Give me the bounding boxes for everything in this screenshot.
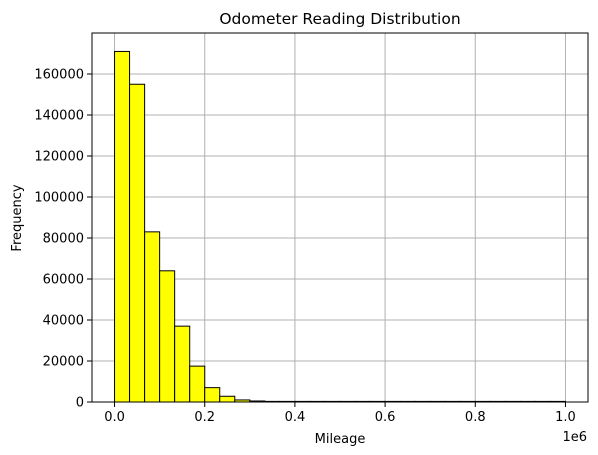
histogram-bar — [144, 231, 161, 403]
y-tick-label: 160000 — [34, 68, 84, 83]
histogram-bars — [114, 50, 566, 403]
histogram-bar — [159, 270, 176, 403]
x-tick-label: 0.8 — [465, 410, 486, 425]
y-tick-label: 120000 — [34, 150, 84, 165]
x-tick-label: 0.6 — [375, 410, 396, 425]
y-tick-label: 80000 — [43, 232, 84, 247]
y-tick-label: 40000 — [43, 314, 84, 329]
histogram-bar — [129, 83, 146, 403]
y-tick-label: 100000 — [34, 191, 84, 206]
histogram-bar — [219, 395, 236, 403]
y-axis-title: Frequency — [10, 184, 25, 251]
x-axis-offset-label: 1e6 — [562, 430, 587, 445]
x-tick-label: 1.0 — [555, 410, 576, 425]
y-tick-label: 140000 — [34, 109, 84, 124]
histogram-bar — [189, 365, 206, 403]
x-tick-label: 0.4 — [285, 410, 306, 425]
plot-frame — [91, 32, 589, 403]
x-tick-label: 0.2 — [194, 410, 215, 425]
chart-title: Odometer Reading Distribution — [219, 10, 460, 28]
histogram-bar — [114, 50, 131, 403]
x-tick-label: 0.0 — [104, 410, 125, 425]
y-tick-label: 20000 — [43, 355, 84, 370]
histogram-bar — [174, 325, 191, 403]
y-tick-label: 0 — [76, 396, 84, 411]
histogram-bar — [204, 387, 221, 403]
x-axis-title: Mileage — [315, 432, 366, 447]
grid-lines — [92, 33, 588, 403]
y-tick-label: 60000 — [43, 273, 84, 288]
axis-ticks: 0.0 0.2 0.4 0.6 0.8 1.0 0 20000 40000 60000 80000 1… — [34, 68, 575, 426]
